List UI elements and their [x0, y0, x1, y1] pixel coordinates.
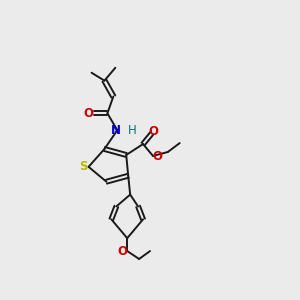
Text: S: S — [80, 160, 88, 173]
Text: O: O — [117, 244, 127, 258]
Text: O: O — [152, 150, 162, 164]
Text: N: N — [111, 124, 121, 137]
Text: O: O — [148, 125, 158, 138]
Text: O: O — [84, 107, 94, 120]
Text: H: H — [128, 124, 136, 137]
